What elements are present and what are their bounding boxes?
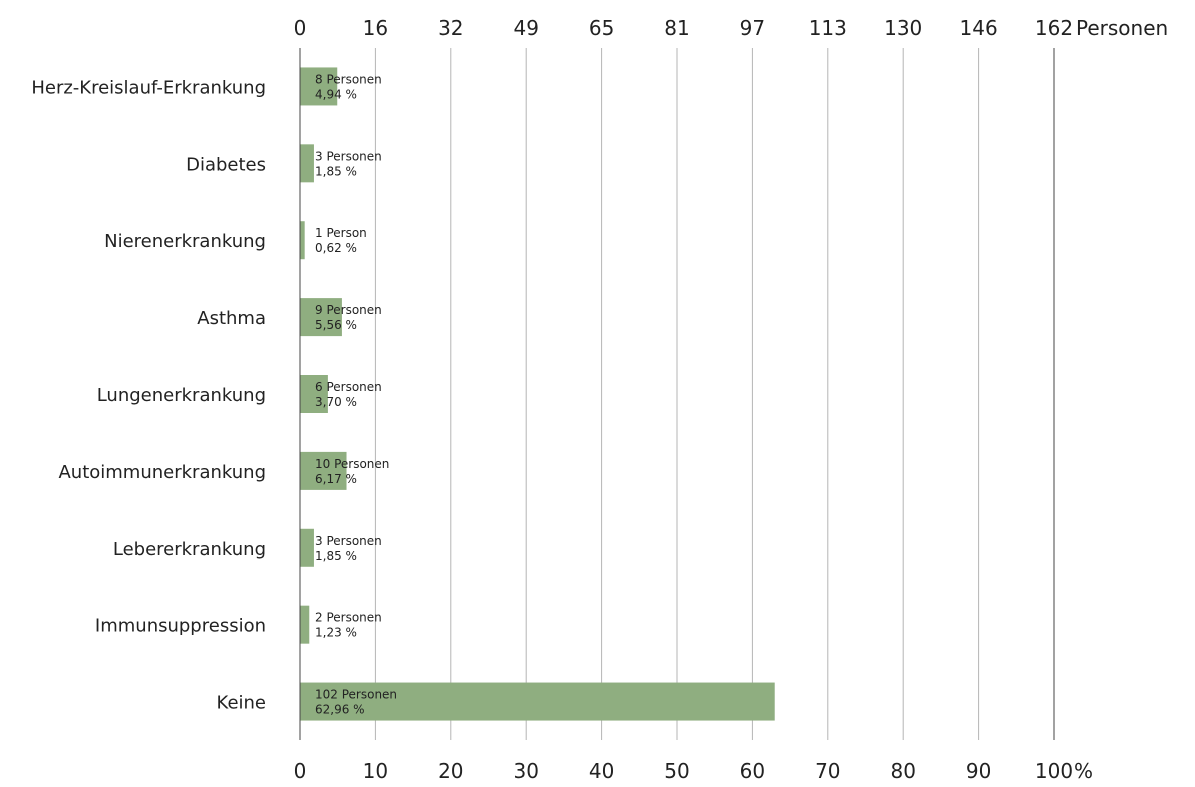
x-tick-label-top: 16 (363, 16, 388, 40)
x-tick-label-bottom: 70 (815, 759, 840, 783)
x-axis-unit-bottom: % (1074, 759, 1093, 783)
category-label: Herz-Kreislauf-Erkrankung (31, 77, 266, 98)
x-tick-label-top: 162 (1035, 16, 1073, 40)
bar-count-label: 8 Personen (315, 72, 382, 86)
x-axis-unit-top: Personen (1076, 16, 1168, 40)
x-tick-label-bottom: 40 (589, 759, 614, 783)
bar (300, 605, 310, 644)
bar-percent-label: 1,85 % (315, 549, 357, 563)
bar-percent-label: 1,23 % (315, 626, 357, 640)
bar (300, 451, 347, 490)
grid-lines (374, 48, 980, 740)
x-tick-label-bottom: 10 (363, 759, 388, 783)
bar-count-label: 10 Personen (315, 457, 389, 471)
x-tick-label-top: 130 (884, 16, 922, 40)
x-tick-label-top: 49 (513, 16, 538, 40)
bar (300, 375, 328, 413)
x-tick-label-bottom: 60 (740, 759, 765, 783)
bar-count-label: 102 Personen (315, 688, 397, 702)
category-label: Lebererkrankung (113, 539, 266, 560)
x-tick-label-bottom: 80 (890, 759, 915, 783)
axes (299, 48, 1055, 740)
x-tick-label-top: 113 (809, 16, 847, 40)
category-label: Immunsuppression (95, 616, 266, 637)
x-tick-label-bottom: 90 (966, 759, 991, 783)
category-label: Diabetes (186, 154, 266, 175)
bar-percent-label: 1,85 % (315, 164, 357, 178)
x-tick-label-top: 146 (960, 16, 998, 40)
category-label: Lungenerkrankung (97, 385, 266, 406)
category-label: Asthma (197, 308, 266, 329)
x-tick-label-top: 65 (589, 16, 614, 40)
x-tick-label-top: 32 (438, 16, 463, 40)
labels: 0 0 10 16 20 32 30 49 40 65 50 81 60 97 70 113 80 130 90 14… (31, 16, 1168, 783)
bar-count-label: 3 Personen (315, 149, 382, 163)
x-tick-label-top: 97 (740, 16, 765, 40)
category-label: Nierenerkrankung (104, 231, 266, 252)
x-tick-label-bottom: 100 (1035, 759, 1073, 783)
bar-percent-label: 3,70 % (315, 395, 357, 409)
bar (300, 682, 775, 721)
bar-percent-label: 4,94 % (315, 87, 357, 101)
bar-percent-label: 62,96 % (315, 703, 365, 717)
bar (300, 221, 305, 260)
bar-count-label: 2 Personen (315, 611, 382, 625)
bar-count-label: 6 Personen (315, 380, 382, 394)
bar (300, 144, 314, 183)
bar (300, 298, 342, 337)
x-tick-label-bottom: 0 (294, 759, 307, 783)
x-tick-label-top: 81 (664, 16, 689, 40)
bar-count-label: 1 Person (315, 226, 367, 240)
bars (300, 67, 775, 721)
x-tick-label-bottom: 50 (664, 759, 689, 783)
bar (300, 67, 338, 106)
category-label: Keine (217, 693, 266, 714)
x-tick-label-top: 0 (294, 16, 307, 40)
x-tick-label-bottom: 20 (438, 759, 463, 783)
bar (300, 528, 314, 567)
bar-count-label: 3 Personen (315, 534, 382, 548)
bar-count-label: 9 Personen (315, 303, 382, 317)
x-tick-label-bottom: 30 (513, 759, 538, 783)
bar-percent-label: 0,62 % (315, 241, 357, 255)
category-label: Autoimmunerkrankung (58, 462, 266, 483)
bar-percent-label: 5,56 % (315, 318, 357, 332)
bar-percent-label: 6,17 % (315, 472, 357, 486)
